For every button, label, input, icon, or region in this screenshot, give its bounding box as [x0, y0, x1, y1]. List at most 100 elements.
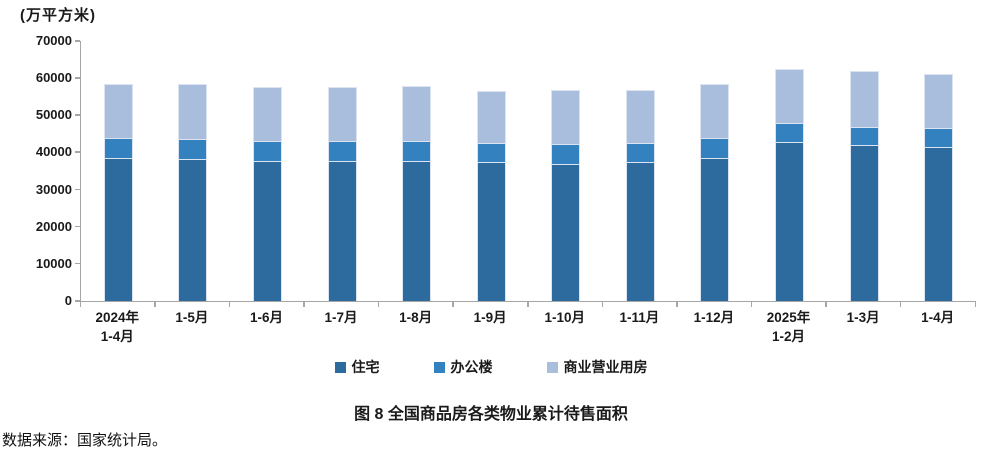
x-axis-tick-mark [676, 302, 678, 307]
bar-segment-商业营业用房 [476, 90, 506, 143]
stacked-bar [849, 71, 879, 301]
stacked-bar [476, 90, 506, 301]
y-axis-tick-label: 70000 [35, 33, 72, 48]
bar-segment-商业营业用房 [252, 87, 282, 141]
bar-segment-住宅 [849, 145, 879, 301]
x-axis-category-label: 1-4月 [921, 310, 955, 325]
bar-segment-住宅 [178, 158, 208, 301]
x-axis-category-label: 1-8月 [399, 310, 433, 325]
data-source-note: 数据来源：国家统计局。 [2, 433, 168, 449]
legend-item-住宅: 住宅 [334, 357, 380, 377]
bar-segment-商业营业用房 [327, 87, 357, 141]
x-axis-tick-mark [825, 302, 827, 307]
chart-title: 图 8 全国商品房各类物业累计待售面积 [354, 406, 628, 423]
stacked-bar [327, 87, 357, 301]
y-axis-tick-label: 30000 [35, 181, 72, 197]
bar-segment-办公楼 [476, 142, 506, 163]
bar-slot [230, 41, 305, 301]
x-axis-category-label: 1-11月 [619, 310, 660, 325]
bar-segment-办公楼 [625, 142, 655, 163]
y-axis-tick-label: 20000 [35, 218, 72, 234]
bar-slot [752, 41, 827, 301]
legend-swatch-icon [334, 361, 346, 373]
chart-legend: 住宅 办公楼 商业营业用房 [0, 357, 982, 377]
x-axis-tick-mark [601, 302, 604, 307]
bar-segment-办公楼 [700, 137, 730, 158]
bar-segment-商业营业用房 [551, 90, 581, 145]
x-axis-category-label: 1-9月 [473, 310, 507, 325]
stacked-bar [700, 84, 730, 301]
x-axis-tick-mark [974, 302, 976, 307]
legend-item-办公楼: 办公楼 [433, 357, 493, 377]
x-axis-category-label: 1-5月 [175, 310, 209, 325]
bar-segment-住宅 [551, 163, 581, 301]
y-axis-tick-mark [75, 151, 80, 153]
x-axis-category-label: 1-12月 [693, 310, 735, 325]
bar-slot [827, 41, 902, 301]
bar-segment-商业营业用房 [402, 86, 432, 141]
bar-series-container [81, 41, 976, 301]
bar-segment-住宅 [327, 160, 357, 301]
bar-slot [901, 41, 976, 301]
x-axis-tick-mark [79, 302, 81, 307]
bar-segment-住宅 [774, 141, 804, 301]
x-axis-tick-mark [452, 302, 454, 307]
y-axis-tick-mark [75, 40, 80, 42]
y-axis-tick-label: 10000 [35, 255, 72, 271]
x-axis-category-label: 2024年 1-4月 [95, 310, 140, 344]
bar-slot [678, 41, 753, 301]
stacked-bar [402, 86, 432, 301]
legend-label: 商业营业用房 [563, 359, 648, 375]
y-axis-tick-label: 50000 [35, 107, 72, 123]
y-axis-tick-label: 0 [64, 293, 72, 308]
bar-segment-住宅 [103, 158, 133, 301]
bar-segment-住宅 [625, 162, 655, 301]
x-axis-category-label: 1-6月 [249, 310, 283, 325]
legend-label: 住宅 [351, 359, 380, 375]
bar-segment-住宅 [924, 146, 954, 301]
bar-segment-住宅 [402, 160, 432, 301]
bar-slot [528, 41, 603, 301]
y-axis-tick-mark [75, 188, 80, 191]
y-axis-tick-label: 40000 [35, 144, 72, 160]
y-axis-tick-mark [75, 262, 80, 265]
bar-slot [603, 41, 678, 301]
stacked-bar [625, 90, 655, 301]
x-axis-category-label: 1-10月 [544, 310, 586, 325]
y-axis-tick-mark [75, 300, 80, 302]
bar-segment-商业营业用房 [178, 84, 208, 140]
stacked-bar [551, 90, 581, 301]
stacked-bar [178, 84, 208, 301]
stacked-bar [924, 74, 954, 301]
bar-segment-商业营业用房 [849, 71, 879, 127]
bar-segment-办公楼 [849, 126, 879, 145]
bar-slot [81, 41, 156, 301]
bar-segment-商业营业用房 [924, 74, 954, 129]
legend-swatch-icon [433, 361, 445, 373]
bar-segment-商业营业用房 [774, 68, 804, 123]
x-axis-category-label: 1-3月 [846, 310, 880, 325]
x-axis-tick-mark [527, 302, 529, 307]
x-axis-tick-mark [899, 302, 902, 307]
x-axis-tick-mark [154, 302, 156, 307]
bar-slot [454, 41, 529, 301]
bar-segment-办公楼 [551, 144, 581, 164]
x-axis-labels: 2024年 1-4月 1-5月 1-6月 1-7月 1-8月 1-9月 1-10月 1-11月… [80, 308, 975, 346]
y-axis-tick-mark [75, 77, 80, 79]
legend-item-商业营业用房: 商业营业用房 [546, 357, 648, 377]
bar-segment-办公楼 [774, 122, 804, 142]
bar-segment-商业营业用房 [625, 90, 655, 143]
legend-swatch-icon [546, 361, 558, 373]
x-axis-category-label: 1-7月 [324, 310, 358, 325]
y-axis-tick-label: 60000 [35, 70, 72, 86]
bar-segment-住宅 [476, 162, 506, 301]
bar-segment-办公楼 [103, 138, 133, 158]
bar-segment-办公楼 [252, 140, 282, 161]
stacked-bar [252, 87, 282, 301]
bar-segment-商业营业用房 [103, 84, 133, 139]
stacked-bar [774, 68, 804, 301]
x-axis-category-label: 2025年 1-2月 [766, 310, 811, 344]
y-axis-tick-mark [75, 225, 80, 228]
bar-segment-住宅 [700, 157, 730, 301]
